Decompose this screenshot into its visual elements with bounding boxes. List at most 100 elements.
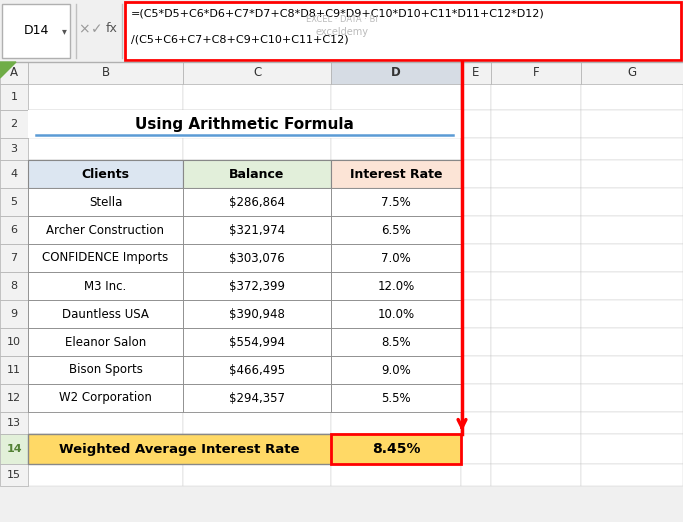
Bar (331, 356, 461, 384)
Text: 6.5%: 6.5% (381, 223, 411, 236)
Bar (461, 300, 491, 328)
Bar (0, 244, 28, 272)
Bar (331, 138, 461, 160)
Bar (331, 384, 461, 412)
Bar (0, 110, 28, 138)
Bar (461, 62, 491, 84)
Text: Dauntless USA: Dauntless USA (62, 307, 149, 321)
Bar (0, 434, 28, 464)
Text: EXCEL · DATA · BI: EXCEL · DATA · BI (305, 15, 378, 23)
Bar (0, 356, 28, 384)
Text: D: D (391, 66, 401, 79)
Text: 8.45%: 8.45% (372, 442, 420, 456)
Bar (28, 160, 183, 188)
Bar (28, 188, 183, 216)
Text: 7.0%: 7.0% (381, 252, 411, 265)
Text: Eleanor Salon: Eleanor Salon (65, 336, 146, 349)
Bar (125, 2, 681, 60)
Text: Balance: Balance (229, 168, 285, 181)
Text: G: G (628, 66, 637, 79)
Text: E: E (473, 66, 479, 79)
Text: Bison Sports: Bison Sports (68, 363, 143, 376)
Bar (28, 328, 183, 356)
Text: 5.5%: 5.5% (381, 392, 410, 405)
Bar (491, 110, 581, 138)
Bar (461, 160, 491, 188)
Bar (581, 464, 683, 486)
Bar (461, 434, 491, 464)
Text: Interest Rate: Interest Rate (350, 168, 443, 181)
Text: M3 Inc.: M3 Inc. (85, 279, 126, 292)
Bar (491, 300, 581, 328)
Bar (331, 412, 461, 434)
Text: fx: fx (106, 22, 118, 35)
Bar (183, 328, 331, 356)
Text: /(C5+C6+C7+C8+C9+C10+C11+C12): /(C5+C6+C7+C8+C9+C10+C11+C12) (131, 35, 348, 45)
Text: F: F (533, 66, 540, 79)
Bar (183, 356, 331, 384)
Bar (0, 188, 28, 216)
Text: $286,864: $286,864 (229, 196, 285, 208)
Bar (491, 62, 581, 84)
Bar (331, 244, 461, 272)
Text: $303,076: $303,076 (229, 252, 285, 265)
Bar (183, 160, 331, 188)
Bar (183, 188, 331, 216)
Bar (331, 160, 461, 188)
Bar (491, 384, 581, 412)
Bar (183, 84, 331, 110)
Bar (331, 160, 461, 188)
Text: 14: 14 (6, 444, 22, 454)
Text: 2: 2 (10, 119, 18, 129)
Text: D14: D14 (23, 25, 48, 38)
Text: ✓: ✓ (92, 22, 103, 36)
Bar (461, 328, 491, 356)
Bar (183, 464, 331, 486)
Bar (331, 384, 461, 412)
Text: 8.5%: 8.5% (381, 336, 410, 349)
Bar (461, 272, 491, 300)
Bar (331, 216, 461, 244)
Text: ▾: ▾ (61, 26, 66, 36)
Bar (28, 216, 183, 244)
Text: 10.0%: 10.0% (378, 307, 415, 321)
Bar (0, 464, 28, 486)
Bar (331, 356, 461, 384)
Bar (581, 272, 683, 300)
Bar (183, 300, 331, 328)
Bar (28, 272, 183, 300)
Bar (331, 84, 461, 110)
Bar (28, 384, 183, 412)
Bar (28, 300, 183, 328)
Bar (28, 110, 183, 138)
Bar (0, 412, 28, 434)
Bar (461, 84, 491, 110)
Text: 5: 5 (10, 197, 18, 207)
Bar (331, 434, 461, 464)
Bar (183, 216, 331, 244)
Text: exceldemy: exceldemy (315, 27, 368, 37)
Bar (183, 110, 331, 138)
Text: 12.0%: 12.0% (378, 279, 415, 292)
Bar (491, 464, 581, 486)
Bar (331, 188, 461, 216)
Text: 11: 11 (7, 365, 21, 375)
Bar (28, 244, 183, 272)
Text: =(C5*D5+C6*D6+C7*D7+C8*D8+C9*D9+C10*D10+C11*D11+C12*D12): =(C5*D5+C6*D6+C7*D7+C8*D8+C9*D9+C10*D10+… (131, 8, 545, 18)
Bar (491, 160, 581, 188)
Text: 9.0%: 9.0% (381, 363, 411, 376)
Polygon shape (0, 62, 16, 78)
Bar (28, 62, 183, 84)
Text: 10: 10 (7, 337, 21, 347)
Bar (28, 328, 183, 356)
Text: 12: 12 (7, 393, 21, 403)
Text: 7.5%: 7.5% (381, 196, 411, 208)
Bar (183, 216, 331, 244)
Bar (28, 160, 183, 188)
Bar (331, 272, 461, 300)
Bar (581, 216, 683, 244)
Bar (581, 434, 683, 464)
Bar (581, 110, 683, 138)
Bar (28, 110, 461, 138)
Bar (28, 384, 183, 412)
